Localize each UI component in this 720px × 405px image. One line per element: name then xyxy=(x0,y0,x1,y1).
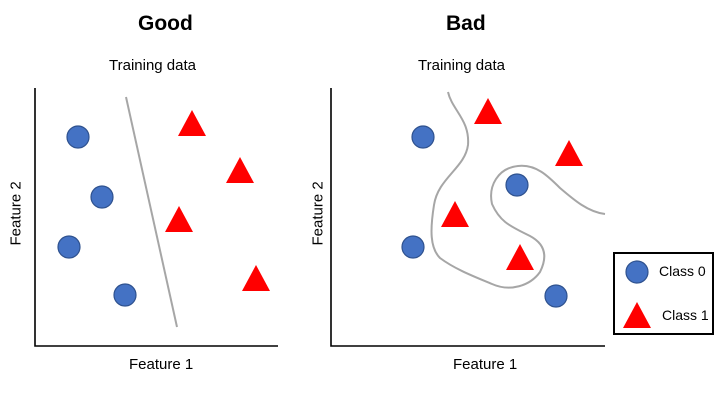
bad-decision-boundary xyxy=(430,91,606,289)
bad-class1-point xyxy=(474,98,502,124)
legend: Class 0 Class 1 xyxy=(613,252,714,335)
good-decision-boundary xyxy=(125,96,178,328)
bad-panel-title: Bad xyxy=(446,12,486,35)
bad-panel-subtitle: Training data xyxy=(418,57,505,74)
good-class1-point xyxy=(178,110,206,136)
bad-class1-point xyxy=(555,140,583,166)
good-panel-subtitle: Training data xyxy=(109,57,196,74)
good-class0-point xyxy=(57,235,81,259)
good-panel-title: Good xyxy=(138,12,193,35)
good-class1-point xyxy=(165,206,193,232)
good-class0-point xyxy=(66,125,90,149)
bad-axes xyxy=(330,88,605,347)
bad-class0-point xyxy=(401,235,425,259)
legend-class1-label: Class 1 xyxy=(662,307,709,323)
bad-class1-point xyxy=(441,201,469,227)
good-class0-point xyxy=(90,185,114,209)
good-class1-point xyxy=(226,157,254,183)
good-class0-point xyxy=(113,283,137,307)
legend-class0-symbol xyxy=(625,260,649,284)
good-axes xyxy=(34,88,278,347)
bad-class0-point xyxy=(505,173,529,197)
legend-class1-symbol xyxy=(623,302,651,328)
legend-class0-label: Class 0 xyxy=(659,263,706,279)
good-class1-point xyxy=(242,265,270,291)
good-x-axis-label: Feature 1 xyxy=(129,356,194,373)
bad-class0-point xyxy=(411,125,435,149)
bad-class1-point xyxy=(506,244,534,270)
bad-x-axis-label: Feature 1 xyxy=(453,356,518,373)
legend-symbols xyxy=(623,260,651,328)
bad-class0-point xyxy=(544,284,568,308)
